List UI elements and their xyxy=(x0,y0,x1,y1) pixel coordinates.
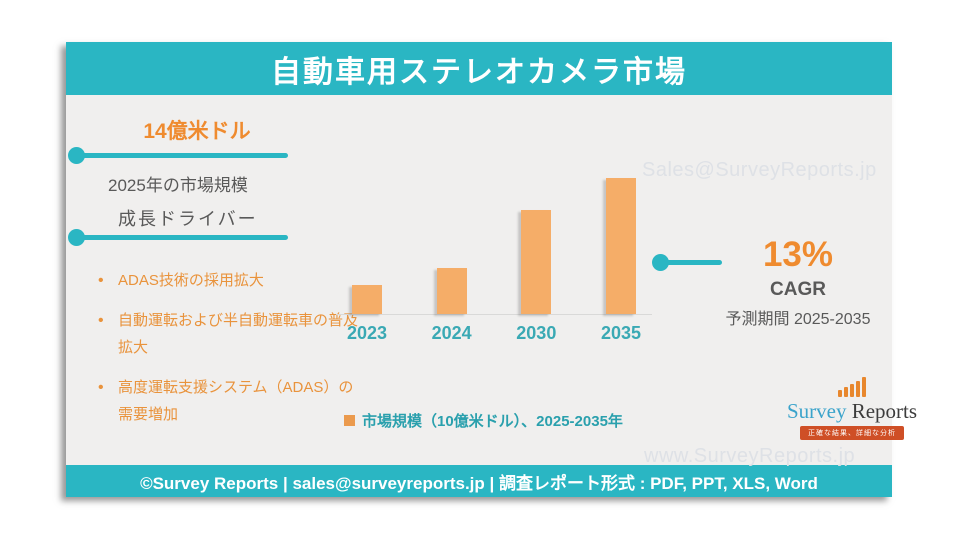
divider-line-market xyxy=(68,147,288,164)
legend-label: 市場規模（10億米ドル）、2025-2035年 xyxy=(362,413,623,430)
bar-group xyxy=(436,268,467,314)
bar-2030 xyxy=(521,210,552,314)
cagr-value: 13% xyxy=(762,235,834,274)
x-tick-label: 2030 xyxy=(516,323,557,343)
x-tick-label: 2023 xyxy=(346,323,388,343)
chart-legend: 市場規模（10億米ドル）、2025-2035年 xyxy=(344,410,623,431)
bar-chart-icon xyxy=(838,377,866,397)
legend-swatch-icon xyxy=(344,415,355,426)
bar-group xyxy=(521,210,552,314)
x-tick-label: 2035 xyxy=(600,323,641,343)
cagr-label: CAGR xyxy=(770,279,826,300)
title-banner: 自動車用ステレオカメラ市場 xyxy=(66,42,892,95)
watermark-website: www.SurveyReports.jp xyxy=(644,445,856,467)
list-item: 自動運転および半自動運転車の普及拡大 xyxy=(90,307,358,361)
list-item: ADAS技術の採用拡大 xyxy=(90,267,358,294)
drivers-list: ADAS技術の採用拡大 自動運転および半自動運転車の普及拡大 高度運転支援システ… xyxy=(90,267,358,441)
bar-group xyxy=(605,178,636,314)
logo-tagline: 正確な結果、詳細な分析 xyxy=(800,426,904,440)
callout-line-cagr xyxy=(652,254,722,271)
bar-2024 xyxy=(436,268,467,314)
watermark-sales-email: Sales@SurveyReports.jp xyxy=(642,159,877,181)
forecast-period: 予測期間 2025-2035 xyxy=(725,311,871,328)
bar-chart xyxy=(336,136,652,315)
survey-reports-logo: Survey Reports 正確な結果、詳細な分析 xyxy=(752,377,952,440)
market-caption: 2025年の市場規模 xyxy=(108,176,248,195)
cagr-block: 13% CAGR 予測期間 2025-2035 xyxy=(708,235,888,329)
footer-banner: ©Survey Reports | sales@surveyreports.jp… xyxy=(66,465,892,497)
bar-group xyxy=(352,285,382,314)
list-item: 高度運転支援システム（ADAS）の需要増加 xyxy=(90,374,358,428)
footer-text: ©Survey Reports | sales@surveyreports.jp… xyxy=(140,473,818,493)
infographic-poster: 自動車用ステレオカメラ市場 14億米ドル 2025年の市場規模 成長ドライバー … xyxy=(66,42,917,497)
x-tick-label: 2024 xyxy=(431,323,472,343)
divider-line-drivers xyxy=(68,229,288,246)
drivers-heading: 成長ドライバー xyxy=(118,209,258,229)
market-value: 14億米ドル xyxy=(143,120,251,143)
x-axis-labels: 2023 2024 2030 2035 xyxy=(336,323,652,344)
bar-2023 xyxy=(352,285,382,314)
logo-wordmark: Survey Reports xyxy=(786,399,918,423)
content-panel: 14億米ドル 2025年の市場規模 成長ドライバー ADAS技術の採用拡大 自動… xyxy=(66,95,917,467)
bar-2035 xyxy=(605,178,636,314)
page-title: 自動車用ステレオカメラ市場 xyxy=(271,55,687,89)
